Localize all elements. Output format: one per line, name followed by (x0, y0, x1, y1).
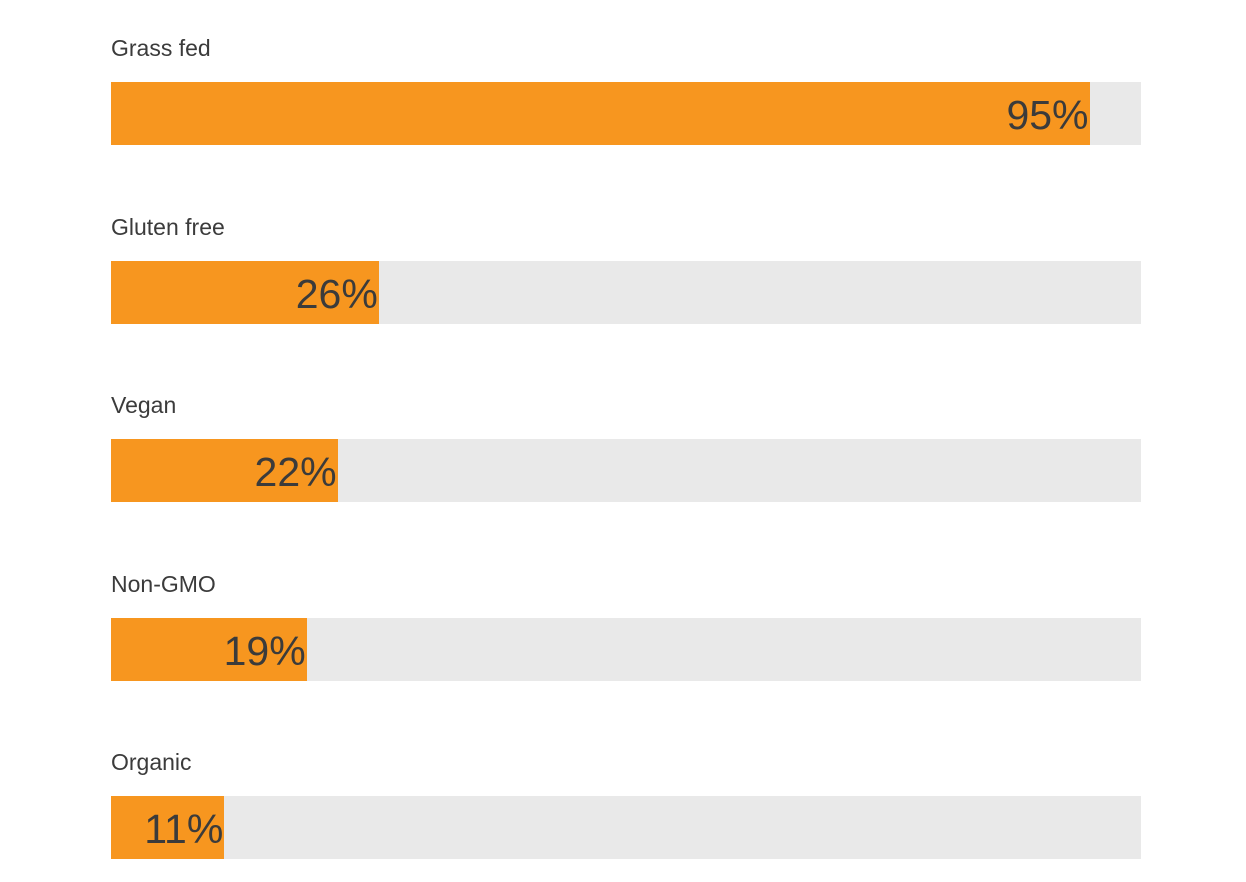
bar-item-organic: Organic 11% (111, 714, 1141, 859)
bar-item-non-gmo: Non-GMO 19% (111, 536, 1141, 681)
bar-track: 26% (111, 260, 1141, 324)
bar-item-grass-fed: Grass fed 95% (111, 0, 1141, 145)
category-label: Non-GMO (111, 570, 216, 597)
category-label: Organic (111, 749, 192, 775)
bar-fill: 22% (111, 439, 338, 502)
value-label: 22% (254, 449, 337, 495)
category-label: Grass fed (111, 35, 211, 61)
bar-track: 19% (111, 617, 1141, 681)
value-label: 19% (223, 627, 306, 674)
bar-item-vegan: Vegan 22% (111, 357, 1141, 502)
bar-fill: 19% (111, 617, 307, 681)
bar-fill: 26% (111, 260, 379, 324)
value-label: 95% (1006, 92, 1089, 138)
value-label: 26% (295, 270, 378, 317)
value-label: 11% (144, 806, 224, 852)
bar-track: 11% (111, 796, 1141, 859)
bar-track: 95% (111, 82, 1141, 145)
category-label: Gluten free (111, 213, 225, 240)
bar-fill: 95% (111, 82, 1090, 145)
category-label: Vegan (111, 392, 177, 418)
bar-item-gluten-free: Gluten free 26% (111, 179, 1141, 324)
bar-fill: 11% (111, 796, 225, 859)
bar-track: 22% (111, 439, 1141, 502)
